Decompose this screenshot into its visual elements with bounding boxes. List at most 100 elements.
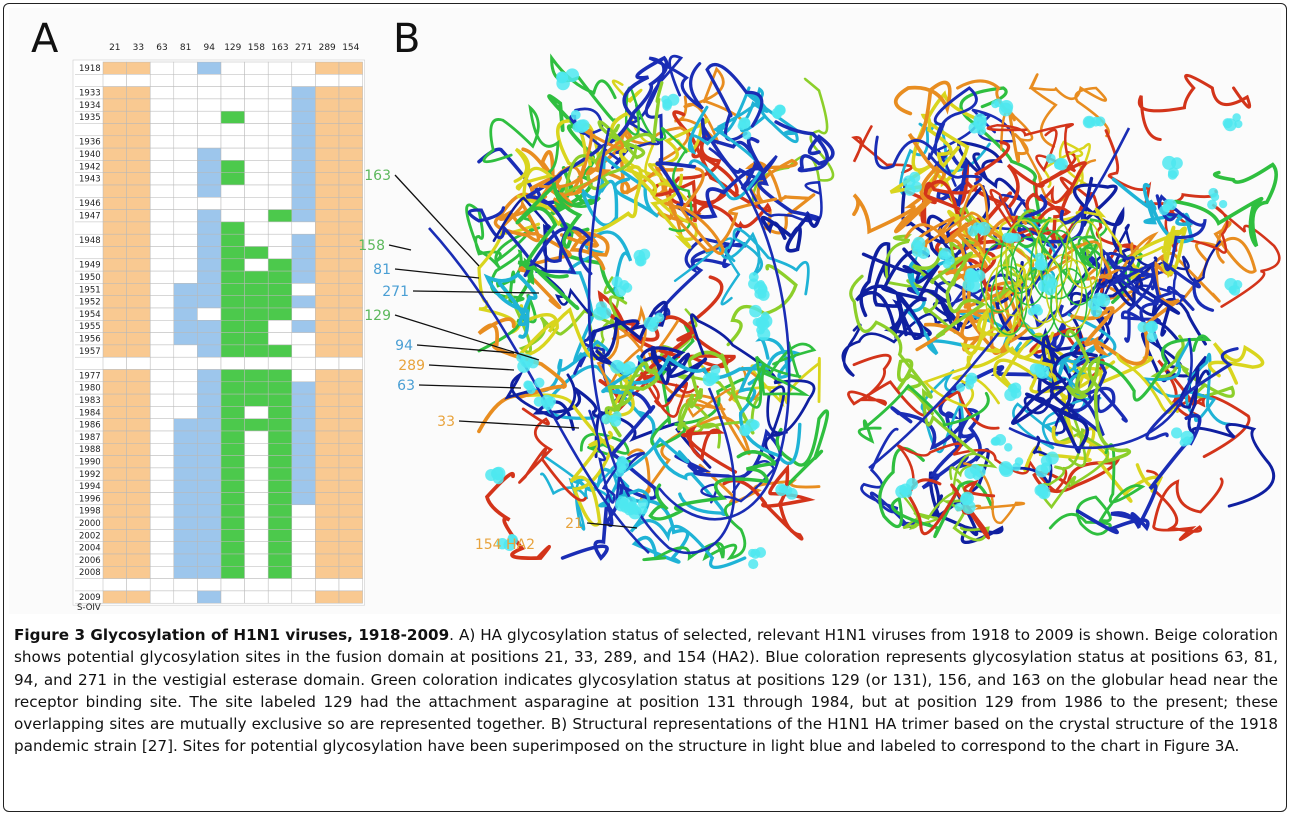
cell	[221, 554, 245, 566]
cell	[315, 419, 339, 431]
cell	[103, 333, 127, 345]
glycan-sphere	[1219, 200, 1227, 208]
cell	[315, 443, 339, 455]
cell	[339, 529, 363, 541]
cell	[315, 579, 339, 591]
glycan-sphere	[1171, 157, 1183, 169]
glycan-sphere	[1097, 294, 1111, 308]
cell	[292, 234, 316, 246]
cell	[292, 271, 316, 283]
cell	[245, 406, 269, 418]
cell	[103, 308, 127, 320]
cell	[268, 419, 292, 431]
cell	[268, 406, 292, 418]
glycan-sphere	[644, 317, 657, 330]
cell	[127, 443, 151, 455]
glycan-sphere	[1041, 462, 1052, 473]
cell	[292, 566, 316, 578]
cell	[339, 308, 363, 320]
cell	[197, 247, 221, 259]
cell	[174, 345, 198, 357]
cell	[150, 493, 174, 505]
cell	[150, 345, 174, 357]
cell	[221, 443, 245, 455]
cell	[127, 111, 151, 123]
cell	[268, 320, 292, 332]
glycan-sphere	[1138, 322, 1149, 333]
cell	[292, 345, 316, 357]
cell	[339, 505, 363, 517]
cell	[339, 333, 363, 345]
glycan-sphere	[1234, 120, 1242, 128]
cell	[315, 222, 339, 234]
cell	[174, 124, 198, 136]
cell	[103, 345, 127, 357]
cell	[292, 296, 316, 308]
cell	[150, 308, 174, 320]
column-header: 289	[319, 43, 336, 53]
cell	[245, 542, 269, 554]
glycan-sphere	[1180, 438, 1188, 446]
row-label: 2002	[79, 531, 101, 541]
cell	[197, 431, 221, 443]
figure: A213363819412915816327128915419181933193…	[9, 8, 1281, 614]
row-label: 1988	[79, 445, 101, 455]
cell	[268, 99, 292, 111]
cell	[150, 419, 174, 431]
cell	[127, 185, 151, 197]
cell	[245, 333, 269, 345]
glycan-sphere	[969, 122, 980, 133]
cell	[339, 320, 363, 332]
glycan-sphere	[623, 361, 635, 373]
cell	[339, 87, 363, 99]
cell	[103, 259, 127, 271]
cell	[197, 62, 221, 74]
cell	[197, 234, 221, 246]
cell	[174, 554, 198, 566]
cell	[103, 468, 127, 480]
cell	[127, 505, 151, 517]
cell	[197, 566, 221, 578]
cell	[315, 210, 339, 222]
cell	[221, 87, 245, 99]
cell	[221, 197, 245, 209]
cell	[292, 579, 316, 591]
cell	[174, 62, 198, 74]
cell	[127, 296, 151, 308]
cell	[103, 247, 127, 259]
cell	[339, 591, 363, 603]
cell	[245, 370, 269, 382]
glycan-sphere	[1031, 305, 1040, 314]
cell	[339, 185, 363, 197]
cell	[127, 394, 151, 406]
cell	[245, 259, 269, 271]
cell	[245, 271, 269, 283]
glycan-sphere	[610, 416, 621, 427]
cell	[315, 370, 339, 382]
cell	[150, 111, 174, 123]
cell	[103, 505, 127, 517]
row-label: 1943	[79, 175, 101, 185]
cell	[174, 419, 198, 431]
cell	[174, 234, 198, 246]
cell	[315, 468, 339, 480]
glycan-sphere	[773, 110, 782, 119]
cell	[315, 566, 339, 578]
glycan-sphere	[1038, 487, 1051, 500]
column-header: 21	[109, 43, 120, 53]
cell	[245, 148, 269, 160]
cell	[268, 554, 292, 566]
cell	[292, 74, 316, 86]
cell	[245, 382, 269, 394]
cell	[197, 370, 221, 382]
cell	[103, 148, 127, 160]
row-label: 1940	[79, 150, 101, 160]
cell	[127, 320, 151, 332]
cell	[292, 259, 316, 271]
row-label: 1990	[79, 457, 101, 467]
cell	[339, 406, 363, 418]
cell	[197, 468, 221, 480]
cell	[339, 566, 363, 578]
glycan-sphere	[1171, 427, 1182, 438]
cell	[268, 234, 292, 246]
